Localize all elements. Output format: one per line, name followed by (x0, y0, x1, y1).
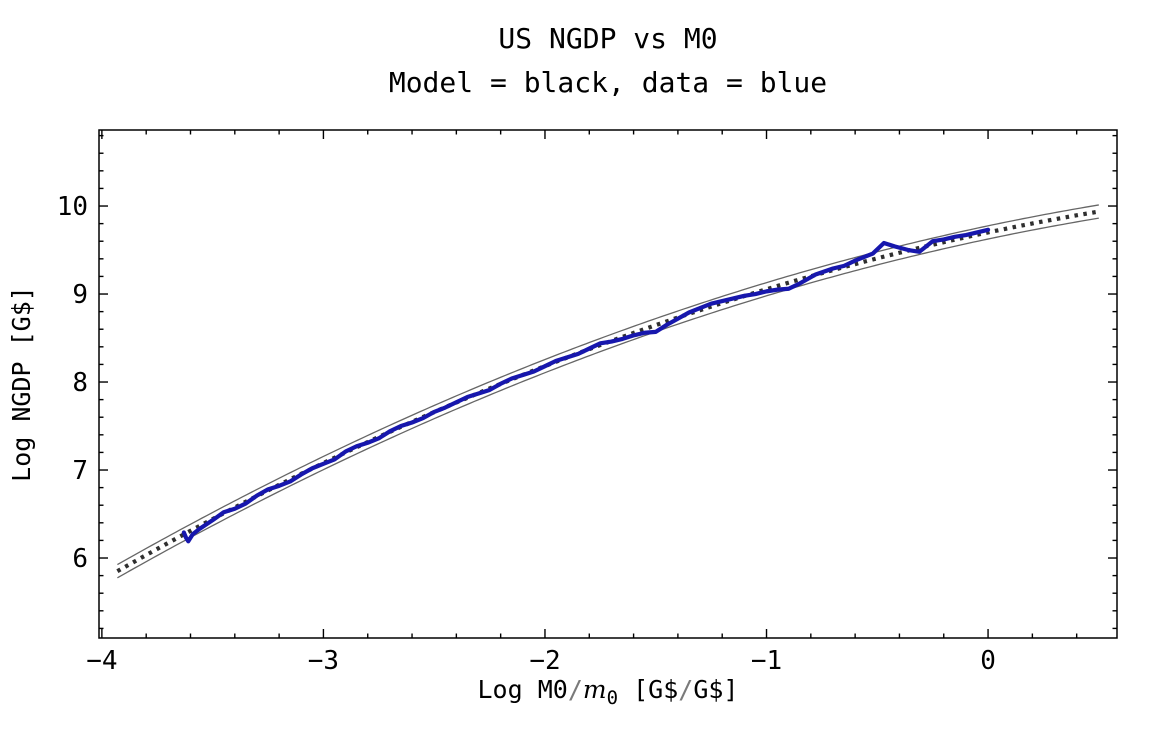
model-band-lower (117, 217, 1099, 579)
x-tick-label: −2 (529, 646, 560, 676)
y-tick-label: 8 (72, 368, 88, 398)
major-tick-marks (99, 130, 1117, 638)
x-axis-label-part: 0 (607, 687, 618, 709)
y-tick-label: 6 (72, 544, 88, 574)
plot-frame (98, 129, 1118, 639)
x-axis-label-part: Log M0 (478, 675, 568, 704)
chart-title: US NGDP vs M0 (498, 22, 717, 55)
x-axis-tick-labels: −4 −3 −2 −1 0 (86, 646, 996, 676)
x-axis-label-part: [G$ (618, 675, 678, 704)
y-tick-label: 7 (72, 456, 88, 486)
y-axis-label: Log NGDP [G$] (7, 286, 36, 482)
model-band-upper (117, 204, 1099, 566)
y-axis-tick-labels: 6 7 8 9 10 (57, 192, 88, 574)
x-tick-label: 0 (980, 646, 996, 676)
y-tick-label: 10 (57, 192, 88, 222)
x-axis-label-part: / (568, 675, 583, 704)
x-axis-label-part: / (678, 675, 693, 704)
x-tick-label: −1 (751, 646, 782, 676)
x-axis-label-part: G$] (693, 675, 738, 704)
x-axis-label: Log M0/m0 [G$/G$] (478, 675, 739, 709)
y-tick-label: 9 (72, 280, 88, 310)
x-axis-label-part: m (583, 675, 607, 704)
chart-subtitle: Model = black, data = blue (389, 66, 827, 99)
x-tick-label: −3 (308, 646, 339, 676)
data-series-blue (181, 227, 991, 544)
x-tick-label: −4 (86, 646, 117, 676)
